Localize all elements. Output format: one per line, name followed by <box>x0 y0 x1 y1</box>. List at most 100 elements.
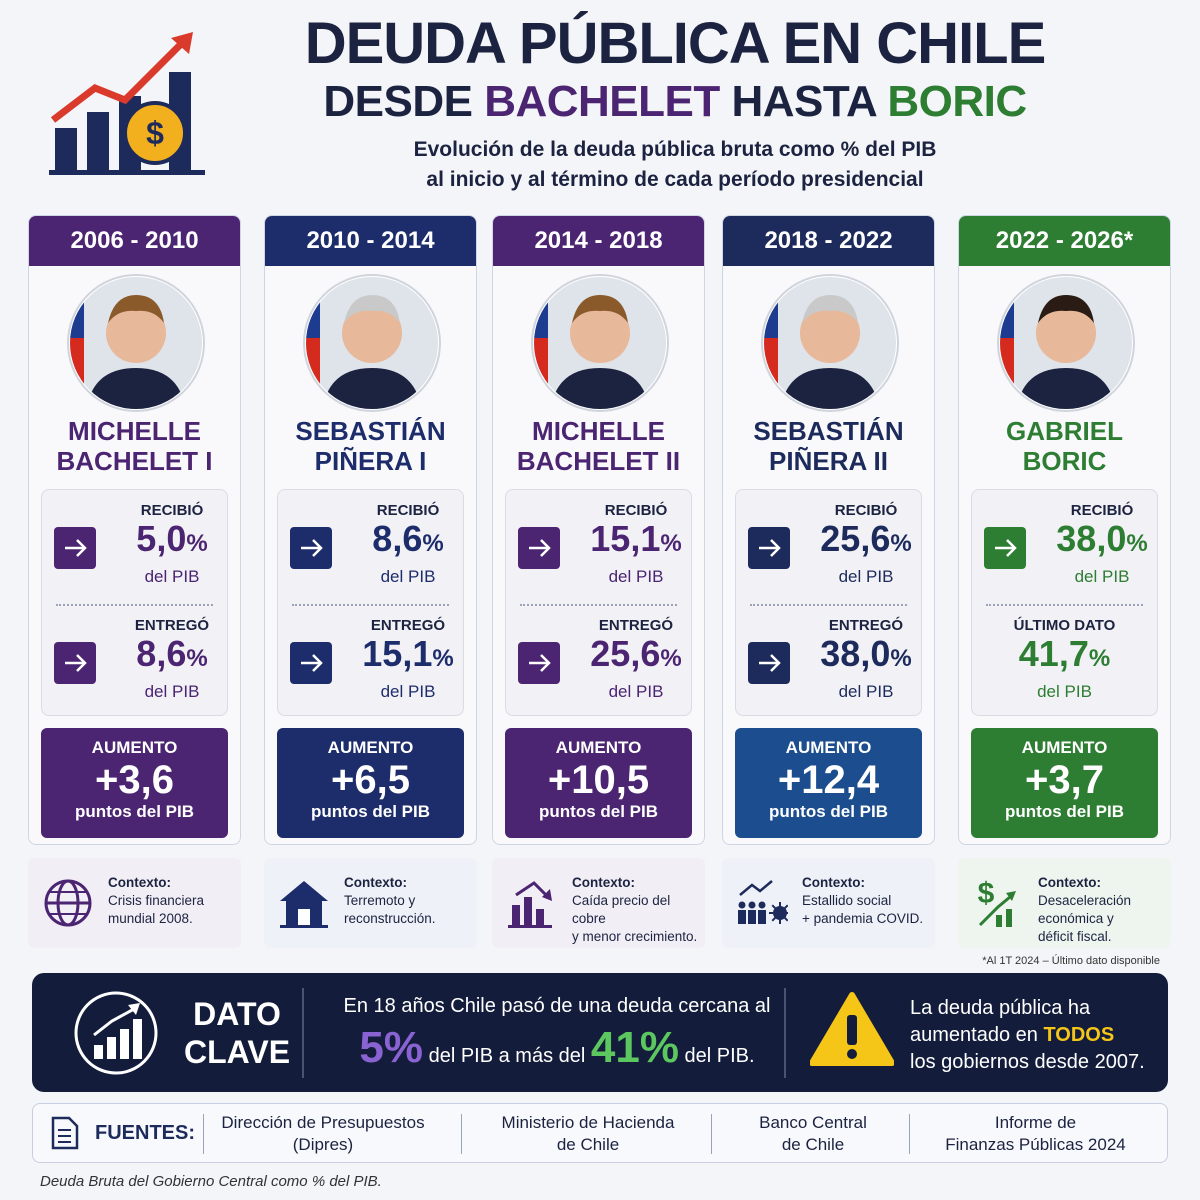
context-text: Contexto: Caída precio del cobre y menor c… <box>572 874 701 946</box>
context: Contexto: Crisis financiera mundial 2008. <box>28 858 241 948</box>
context-line: y menor crecimiento. <box>572 929 698 944</box>
subtitle-part: HASTA <box>719 77 888 126</box>
period: 2014 - 2018 <box>493 216 704 266</box>
key-title: DATO CLAVE <box>182 995 292 1071</box>
subtitle-part: BORIC <box>887 77 1027 126</box>
divider <box>986 604 1143 606</box>
stat-label: ENTREGÓ <box>370 617 446 634</box>
context-line: Desaceleración <box>1038 893 1132 908</box>
divider <box>784 988 786 1078</box>
value: 8,6 <box>372 518 423 559</box>
context-text: Contexto: Crisis financiera mundial 2008. <box>108 874 237 928</box>
context-line: económica y <box>1038 911 1114 926</box>
stat-value: 38,0% <box>1047 519 1157 567</box>
unit: % <box>890 530 912 557</box>
arrow-icon <box>54 527 96 569</box>
stat-label: ÚLTIMO DATO <box>1013 617 1116 634</box>
key-part: del PIB. <box>678 1045 755 1067</box>
svg-text:$: $ <box>978 877 995 910</box>
context: Contexto: Terremoto y reconstrucción. <box>264 858 477 948</box>
period: 2018 - 2022 <box>723 216 934 266</box>
name-line: BORIC <box>1022 446 1107 476</box>
stat: RECIBIÓ 38,0% del PIB <box>1047 502 1157 587</box>
increase: AUMENTO +12,4 puntos del PIB <box>735 728 922 838</box>
context-icon: $ <box>978 877 1016 927</box>
name-line: BACHELET II <box>516 446 681 476</box>
source-line: (Dipres) <box>292 1135 354 1154</box>
increase-value: +3,6 <box>95 758 174 802</box>
context: Contexto: Caída precio del cobre y menor c… <box>492 858 705 948</box>
stat-note: del PIB <box>1074 567 1130 586</box>
context-title: Contexto: <box>802 875 865 890</box>
value: 15,1 <box>590 518 661 559</box>
president-column: 2018 - 2022 SEBASTIÁN PIÑERA II RECIBIÓ 25,6… <box>722 215 935 845</box>
key-part: 5% <box>359 1023 424 1072</box>
stat-value: 38,0% <box>811 634 921 682</box>
stat-note: del PIB <box>380 567 436 586</box>
name-line: SEBASTIÁN <box>295 416 446 446</box>
stat-note: del PIB <box>1037 682 1092 701</box>
arrow-icon <box>748 642 790 684</box>
value: 15,1 <box>362 633 433 674</box>
portrait <box>760 274 899 412</box>
president-name: MICHELLE BACHELET I <box>29 416 240 476</box>
name-line: MICHELLE <box>68 416 201 446</box>
unit: % <box>660 645 682 672</box>
stat-value: 41,7% <box>972 634 1157 682</box>
unit: % <box>422 530 444 557</box>
context-text: Contexto: Estallido social + pandemia COVI… <box>802 874 931 928</box>
increase: AUMENTO +6,5 puntos del PIB <box>277 728 464 838</box>
president-column: 2014 - 2018 MICHELLE BACHELET II RECIBIÓ 15,… <box>492 215 705 845</box>
stats: RECIBIÓ 15,1% del PIB ENTREGÓ 25,6% del PIB <box>505 489 692 716</box>
subtitle: DESDE BACHELET HASTA BORIC <box>150 77 1200 127</box>
context-icon <box>280 881 328 928</box>
unit: % <box>660 530 682 557</box>
increase-label: AUMENTO <box>327 738 414 757</box>
stat-value: 25,6% <box>581 634 691 682</box>
warning-part: La deuda pública ha <box>910 997 1091 1019</box>
president-column: 2006 - 2010 MICHELLE BACHELET I RECIBIÓ 5,0%… <box>28 215 241 845</box>
context-line: Terremoto y <box>344 893 416 908</box>
arrow-icon <box>518 527 560 569</box>
context: Contexto: Estallido social + pandemia COVI… <box>722 858 935 948</box>
increase-value: +12,4 <box>777 758 880 802</box>
stats: RECIBIÓ 25,6% del PIB ENTREGÓ 38,0% del PIB <box>735 489 922 716</box>
stat: ENTREGÓ 38,0% del PIB <box>811 617 921 702</box>
stat-note: del PIB <box>838 682 894 701</box>
president-name: SEBASTIÁN PIÑERA II <box>723 416 934 476</box>
svg-text:$: $ <box>146 115 164 151</box>
stat: RECIBIÓ 25,6% del PIB <box>811 502 921 587</box>
portrait <box>530 274 669 412</box>
increase-value: +6,5 <box>331 758 410 802</box>
divider <box>909 1114 910 1154</box>
increase-label: AUMENTO <box>1021 738 1108 757</box>
unit: % <box>186 530 208 557</box>
divider <box>750 604 907 606</box>
stat-label: ENTREGÓ <box>828 617 904 634</box>
source-line: Dirección de Presupuestos <box>221 1113 425 1132</box>
stat-label: RECIBIÓ <box>376 502 440 519</box>
source-line: Finanzas Públicas 2024 <box>945 1135 1126 1154</box>
increase-value: +10,5 <box>547 758 650 802</box>
divider <box>520 604 677 606</box>
stat-note: del PIB <box>144 567 200 586</box>
context-text: Contexto: Desaceleración económica y défici… <box>1038 874 1167 946</box>
arrow-icon <box>290 527 332 569</box>
increase-unit: puntos del PIB <box>769 802 888 821</box>
stat-value: 5,0% <box>117 519 227 567</box>
name-line: GABRIEL <box>1006 416 1123 446</box>
divider <box>56 604 213 606</box>
arrow-icon <box>984 527 1026 569</box>
increase-value: +3,7 <box>1025 758 1104 802</box>
divider <box>203 1114 204 1154</box>
context-icon <box>508 881 552 928</box>
divider <box>302 988 304 1078</box>
stat-value: 8,6% <box>353 519 463 567</box>
name-line: BACHELET I <box>56 446 213 476</box>
increase: AUMENTO +3,6 puntos del PIB <box>41 728 228 838</box>
stat-label: RECIBIÓ <box>604 502 668 519</box>
stat-note: del PIB <box>380 682 436 701</box>
arrow-icon <box>290 642 332 684</box>
divider <box>461 1114 462 1154</box>
document-icon <box>51 1116 79 1150</box>
